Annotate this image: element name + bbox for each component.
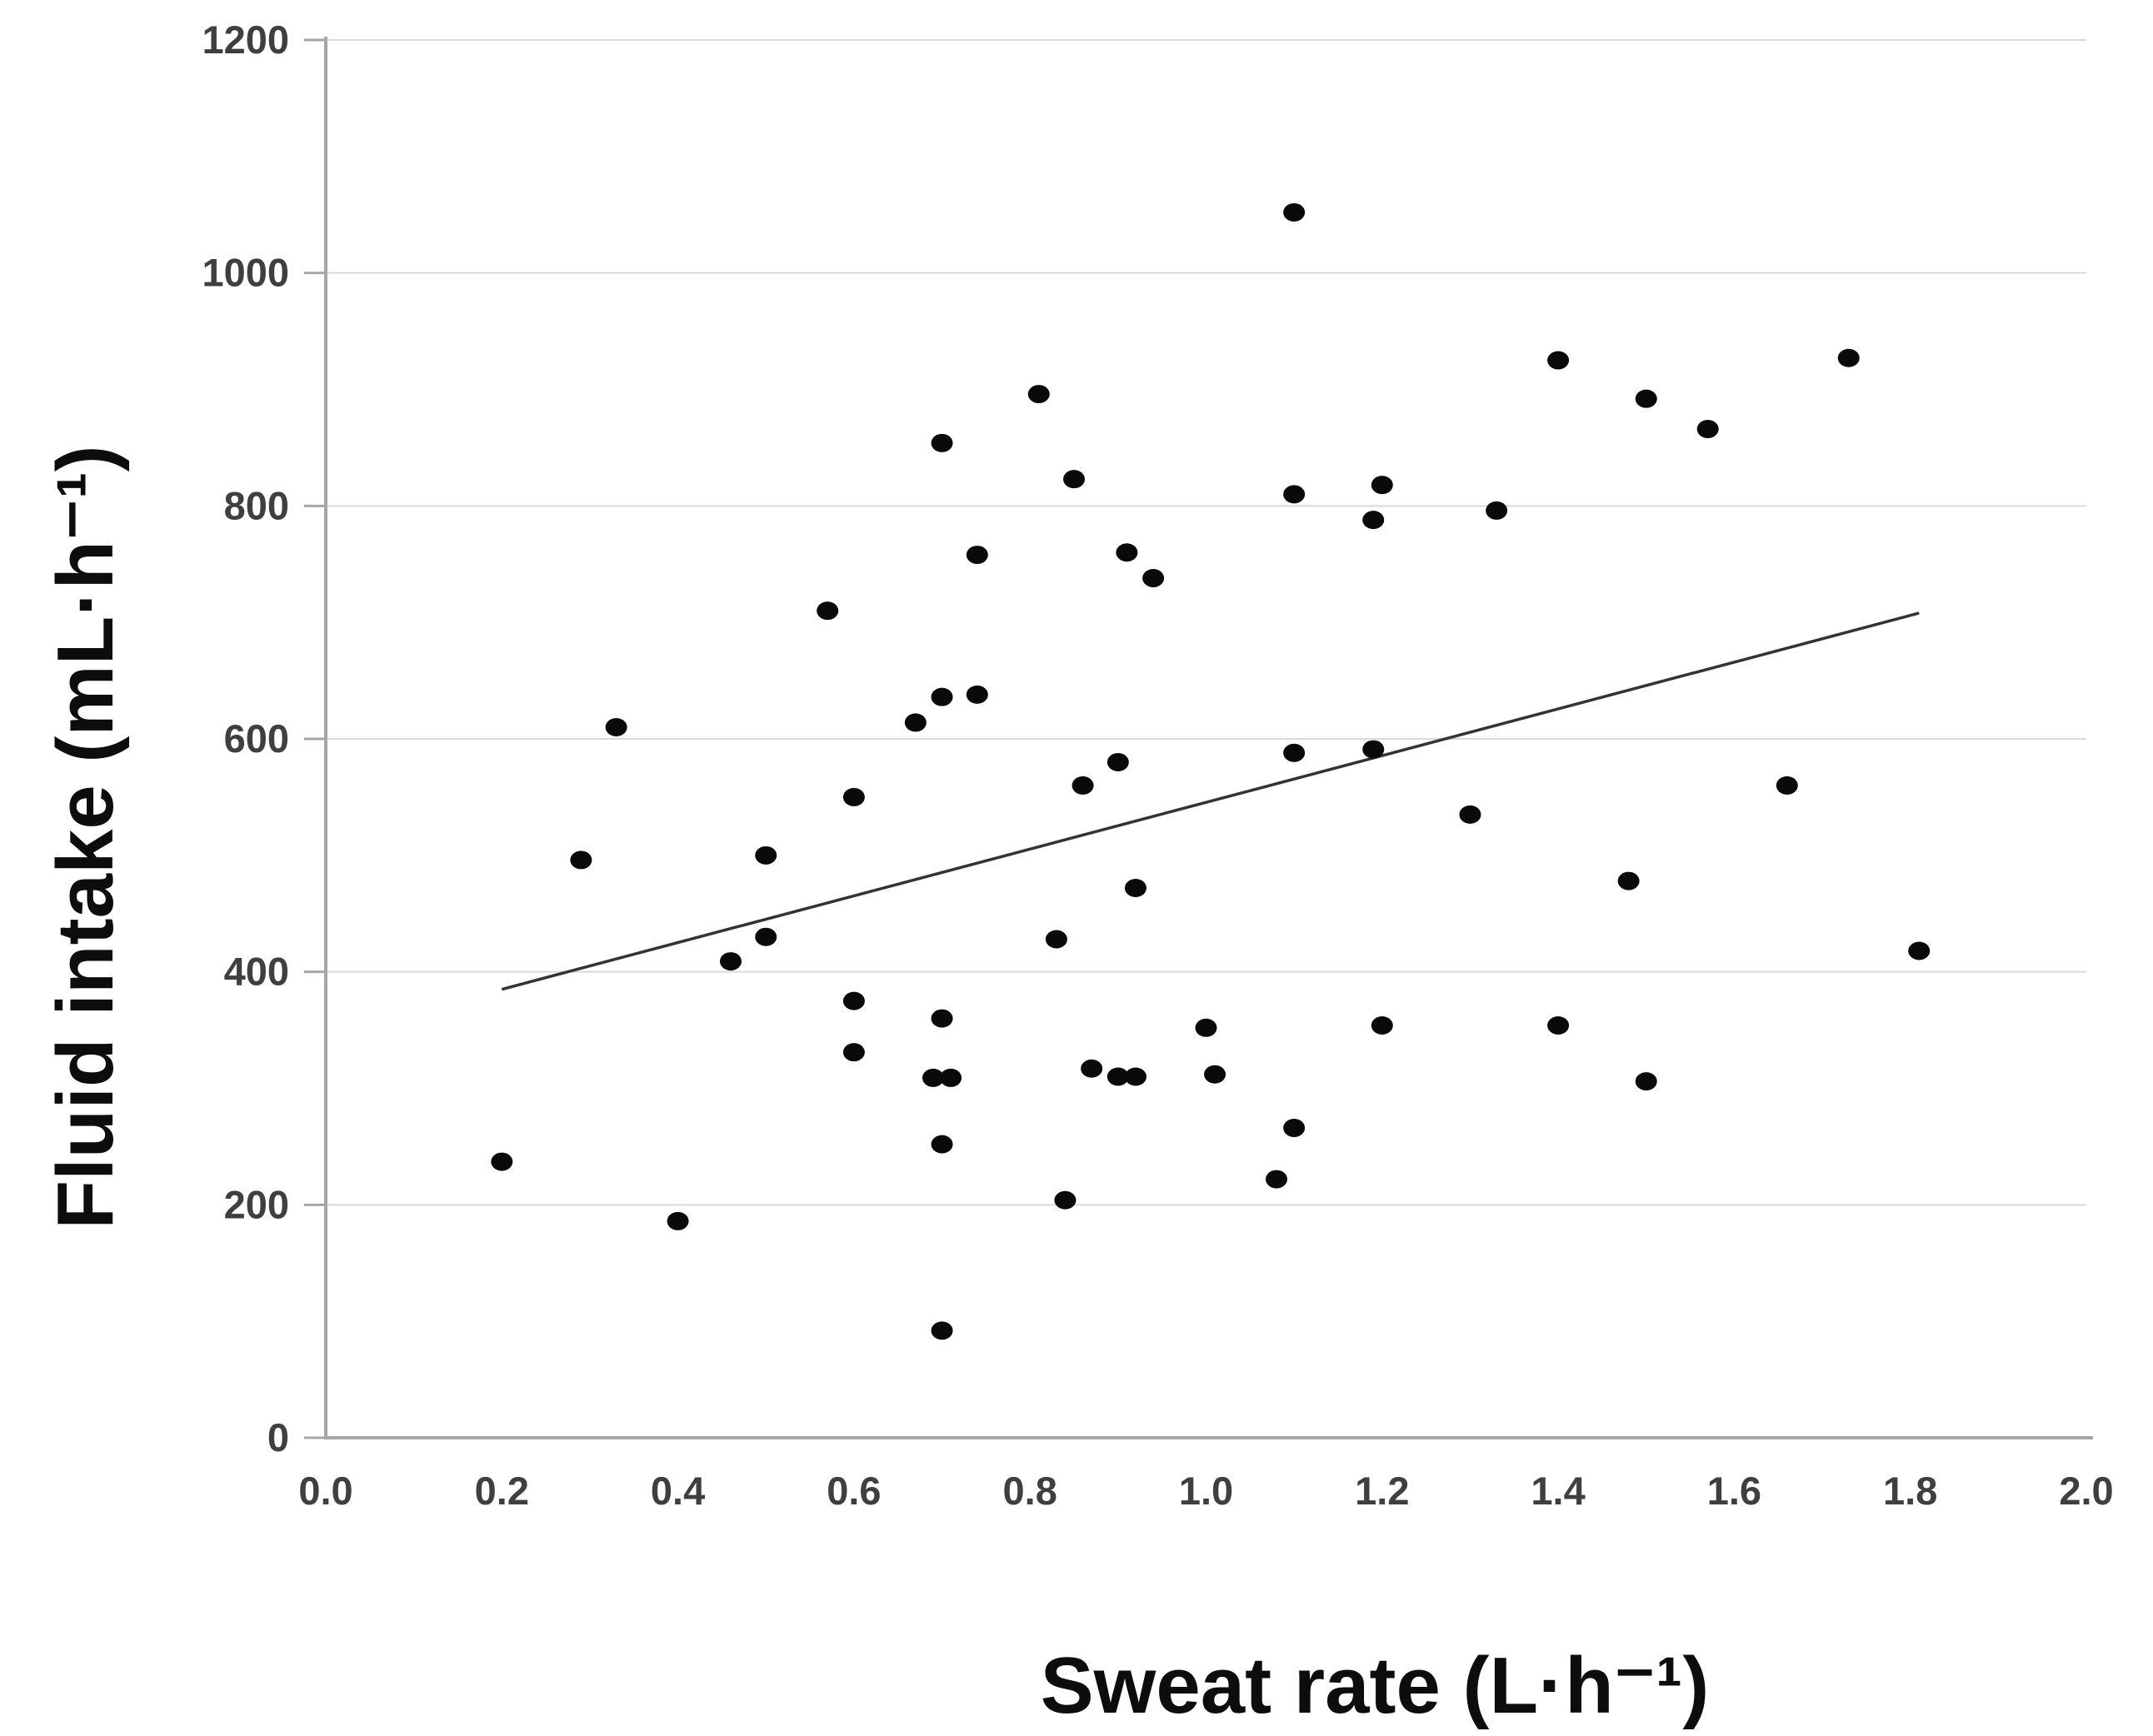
x-tick-label-1.8: 1.8 (1883, 1469, 1937, 1513)
data-point (1283, 202, 1306, 222)
y-axis-tick-labels: 0 200 400 600 800 1000 1200 (202, 17, 289, 1459)
y-tick-label-400: 400 (224, 950, 289, 994)
x-tick-label-0.0: 0.0 (298, 1469, 352, 1513)
data-point (842, 991, 865, 1010)
data-point (1283, 743, 1306, 762)
data-point (1124, 1067, 1146, 1086)
data-points (491, 202, 1931, 1340)
data-point (1054, 1190, 1076, 1210)
data-point (966, 685, 988, 704)
data-point (1547, 351, 1570, 370)
data-point (1124, 878, 1146, 897)
x-axis-tick-labels: 0.0 0.2 0.4 0.6 0.8 1.0 1.2 1.4 1.6 1.8 2.0 (298, 1469, 2113, 1513)
x-tick-label-1.4: 1.4 (1531, 1469, 1585, 1513)
data-point (1459, 805, 1481, 824)
data-point (1063, 470, 1086, 489)
data-point (1908, 941, 1931, 960)
data-point (1106, 752, 1129, 771)
data-point (931, 687, 953, 706)
data-point (491, 1152, 513, 1171)
data-point (1371, 1015, 1393, 1035)
data-point (605, 718, 627, 737)
x-tick-label-1.2: 1.2 (1355, 1469, 1409, 1513)
data-point (1617, 871, 1640, 890)
data-point (1195, 1018, 1217, 1037)
data-point (817, 601, 839, 621)
y-tick-label-0: 0 (267, 1415, 289, 1459)
data-point (1204, 1065, 1226, 1084)
data-point (667, 1211, 689, 1230)
data-point (1081, 1059, 1103, 1078)
y-axis-ticks (304, 38, 326, 1439)
data-point (1547, 1015, 1570, 1035)
x-tick-label-0.6: 0.6 (827, 1469, 881, 1513)
data-point (1362, 511, 1385, 530)
data-point (755, 927, 777, 946)
data-point (1116, 543, 1138, 562)
data-point (1072, 776, 1094, 795)
data-point (1362, 740, 1385, 759)
data-point (1776, 776, 1798, 795)
y-axis-title: Fluid intake (mL·h⁻¹) (41, 445, 130, 1229)
x-tick-label-1.0: 1.0 (1179, 1469, 1233, 1513)
x-tick-label-0.8: 0.8 (1003, 1469, 1057, 1513)
data-point (1283, 1119, 1306, 1138)
x-axis-title: Sweat rate (L·h⁻¹) (1041, 1641, 1710, 1730)
x-tick-label-0.2: 0.2 (475, 1469, 529, 1513)
x-tick-label-1.6: 1.6 (1707, 1469, 1761, 1513)
data-point (922, 1068, 944, 1087)
data-point (1371, 476, 1393, 495)
data-point (755, 846, 777, 865)
data-point (1696, 420, 1719, 439)
data-point (931, 433, 953, 452)
data-point (842, 1043, 865, 1062)
data-point (1266, 1170, 1288, 1189)
data-point (931, 1321, 953, 1340)
data-point (1635, 1072, 1657, 1091)
y-tick-label-1200: 1200 (202, 17, 289, 62)
data-point (570, 851, 592, 870)
data-point (931, 1135, 953, 1154)
gridlines (326, 39, 2086, 1206)
y-tick-label-200: 200 (224, 1182, 289, 1226)
data-point (1837, 348, 1860, 367)
data-point (1635, 389, 1657, 408)
data-point (1142, 569, 1165, 588)
data-point (1045, 930, 1067, 949)
data-point (904, 713, 927, 732)
data-point (1486, 501, 1508, 520)
y-tick-label-800: 800 (224, 483, 289, 527)
x-tick-label-2.0: 2.0 (2059, 1469, 2113, 1513)
y-tick-label-1000: 1000 (202, 251, 289, 295)
data-point (1027, 385, 1050, 404)
data-point (719, 952, 742, 971)
data-point (1283, 485, 1306, 504)
data-point (966, 546, 988, 565)
data-point (1106, 1067, 1129, 1086)
x-tick-label-0.4: 0.4 (651, 1469, 705, 1513)
y-tick-label-600: 600 (224, 716, 289, 761)
data-point (931, 1009, 953, 1028)
trendline (501, 611, 1920, 991)
data-point (940, 1068, 962, 1087)
data-point (842, 787, 865, 806)
